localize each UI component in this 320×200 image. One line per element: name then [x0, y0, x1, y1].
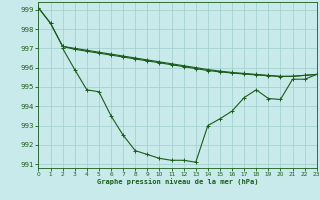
X-axis label: Graphe pression niveau de la mer (hPa): Graphe pression niveau de la mer (hPa)	[97, 179, 258, 185]
